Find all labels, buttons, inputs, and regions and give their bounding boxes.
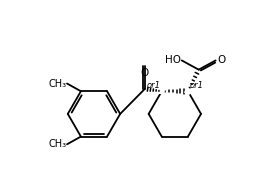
Text: O: O (141, 68, 149, 78)
Text: or1: or1 (147, 81, 161, 90)
Text: CH₃: CH₃ (48, 139, 66, 149)
Text: O: O (217, 55, 226, 65)
Text: CH₃: CH₃ (48, 79, 66, 89)
Text: or1: or1 (189, 81, 203, 90)
Text: HO: HO (165, 55, 181, 65)
